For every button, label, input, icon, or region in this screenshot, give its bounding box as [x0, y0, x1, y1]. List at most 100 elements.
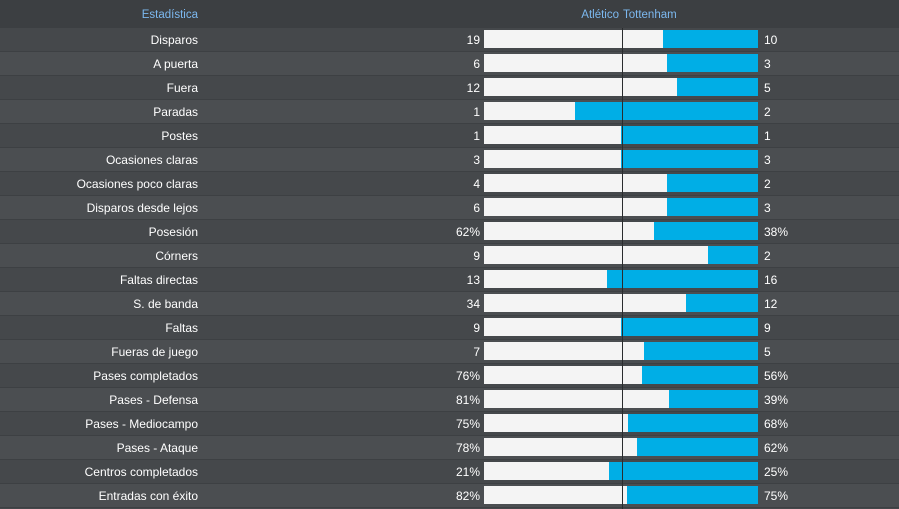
home-value: 19 — [466, 33, 480, 47]
comparison-bar — [484, 174, 758, 192]
stats-table: Disparos 19 10 A puerta 6 3 Fuera 12 5 Paradas 1 2 P… — [0, 28, 899, 508]
stat-row: Pases completados 76% 56% — [0, 364, 899, 388]
comparison-bar — [484, 54, 758, 72]
comparison-bar — [484, 246, 758, 264]
stat-row: Pases - Mediocampo 75% 68% — [0, 412, 899, 436]
comparison-bar — [484, 486, 758, 504]
away-team-header[interactable]: Tottenham — [623, 9, 677, 21]
away-value: 2 — [764, 177, 771, 191]
stat-row: S. de banda 34 12 — [0, 292, 899, 316]
home-value: 9 — [473, 249, 480, 263]
stat-label: A puerta — [153, 57, 198, 71]
home-value: 21% — [455, 465, 480, 479]
stat-row: Pases - Ataque 78% 62% — [0, 436, 899, 460]
home-value: 75% — [455, 417, 480, 431]
stat-label: Ocasiones poco claras — [76, 177, 198, 191]
stat-label: S. de banda — [133, 297, 198, 311]
home-share-fill — [484, 342, 644, 360]
away-value: 9 — [764, 321, 771, 335]
stat-row: Entradas con éxito 82% 75% — [0, 484, 899, 508]
stat-label: Entradas con éxito — [98, 489, 198, 503]
home-value: 3 — [473, 153, 480, 167]
comparison-bar — [484, 414, 758, 432]
away-value: 39% — [764, 393, 789, 407]
away-value: 16 — [764, 273, 778, 287]
stat-row: Ocasiones claras 3 3 — [0, 148, 899, 172]
away-value: 62% — [764, 441, 789, 455]
home-share-fill — [484, 198, 667, 216]
stat-label: Paradas — [153, 105, 198, 119]
away-value: 5 — [764, 345, 771, 359]
comparison-bar — [484, 78, 758, 96]
away-value: 56% — [764, 369, 789, 383]
home-share-fill — [484, 102, 576, 120]
stat-row: Ocasiones poco claras 4 2 — [0, 172, 899, 196]
stat-label: Disparos — [150, 33, 198, 47]
away-value: 5 — [764, 81, 771, 95]
comparison-bar — [484, 342, 758, 360]
stat-label: Faltas — [165, 321, 198, 335]
stat-label: Ocasiones claras — [105, 153, 198, 167]
stat-label: Disparos desde lejos — [86, 201, 198, 215]
away-value: 3 — [764, 57, 771, 71]
home-share-fill — [484, 294, 687, 312]
home-share-fill — [484, 78, 678, 96]
home-value: 9 — [473, 321, 480, 335]
comparison-bar — [484, 222, 758, 240]
home-value: 81% — [455, 393, 480, 407]
home-value: 1 — [473, 129, 480, 143]
comparison-bar — [484, 294, 758, 312]
home-value: 13 — [466, 273, 480, 287]
comparison-bar — [484, 462, 758, 480]
comparison-bar — [484, 438, 758, 456]
stat-label: Posesión — [148, 225, 198, 239]
comparison-bar — [484, 318, 758, 336]
home-value: 78% — [455, 441, 480, 455]
comparison-bar — [484, 198, 758, 216]
away-value: 2 — [764, 249, 771, 263]
stat-row: Posesión 62% 38% — [0, 220, 899, 244]
home-share-fill — [484, 222, 654, 240]
home-share-fill — [484, 126, 621, 144]
home-share-fill — [484, 270, 607, 288]
home-value: 34 — [466, 297, 480, 311]
stat-row: Faltas 9 9 — [0, 316, 899, 340]
away-value: 68% — [764, 417, 789, 431]
stat-row: Disparos 19 10 — [0, 28, 899, 52]
home-share-fill — [484, 54, 667, 72]
home-value: 4 — [473, 177, 480, 191]
comparison-bar — [484, 270, 758, 288]
home-share-fill — [484, 150, 621, 168]
away-value: 3 — [764, 153, 771, 167]
home-team-header[interactable]: Atlético — [581, 9, 619, 21]
home-value: 82% — [455, 489, 480, 503]
away-value: 2 — [764, 105, 771, 119]
comparison-bar — [484, 150, 758, 168]
home-value: 76% — [455, 369, 480, 383]
stat-row: Paradas 1 2 — [0, 100, 899, 124]
stat-row: Postes 1 1 — [0, 124, 899, 148]
stat-label: Faltas directas — [119, 273, 198, 287]
home-share-fill — [484, 462, 610, 480]
home-share-fill — [484, 414, 628, 432]
stat-label: Pases - Mediocampo — [85, 417, 198, 431]
away-value: 10 — [764, 33, 778, 47]
stat-column-header[interactable]: Estadística — [141, 9, 198, 21]
stat-row: Fueras de juego 7 5 — [0, 340, 899, 364]
stat-label: Postes — [161, 129, 198, 143]
stat-label: Fueras de juego — [111, 345, 198, 359]
stat-row: Fuera 12 5 — [0, 76, 899, 100]
home-share-fill — [484, 390, 669, 408]
home-share-fill — [484, 318, 621, 336]
stat-row: Disparos desde lejos 6 3 — [0, 196, 899, 220]
home-share-fill — [484, 30, 664, 48]
stat-row: Pases - Defensa 81% 39% — [0, 388, 899, 412]
stat-row: Córners 9 2 — [0, 244, 899, 268]
home-value: 1 — [473, 105, 480, 119]
stat-label: Pases - Defensa — [109, 393, 198, 407]
comparison-bar — [484, 366, 758, 384]
home-value: 12 — [466, 81, 480, 95]
away-value: 75% — [764, 489, 789, 503]
stat-row: Faltas directas 13 16 — [0, 268, 899, 292]
comparison-bar — [484, 390, 758, 408]
